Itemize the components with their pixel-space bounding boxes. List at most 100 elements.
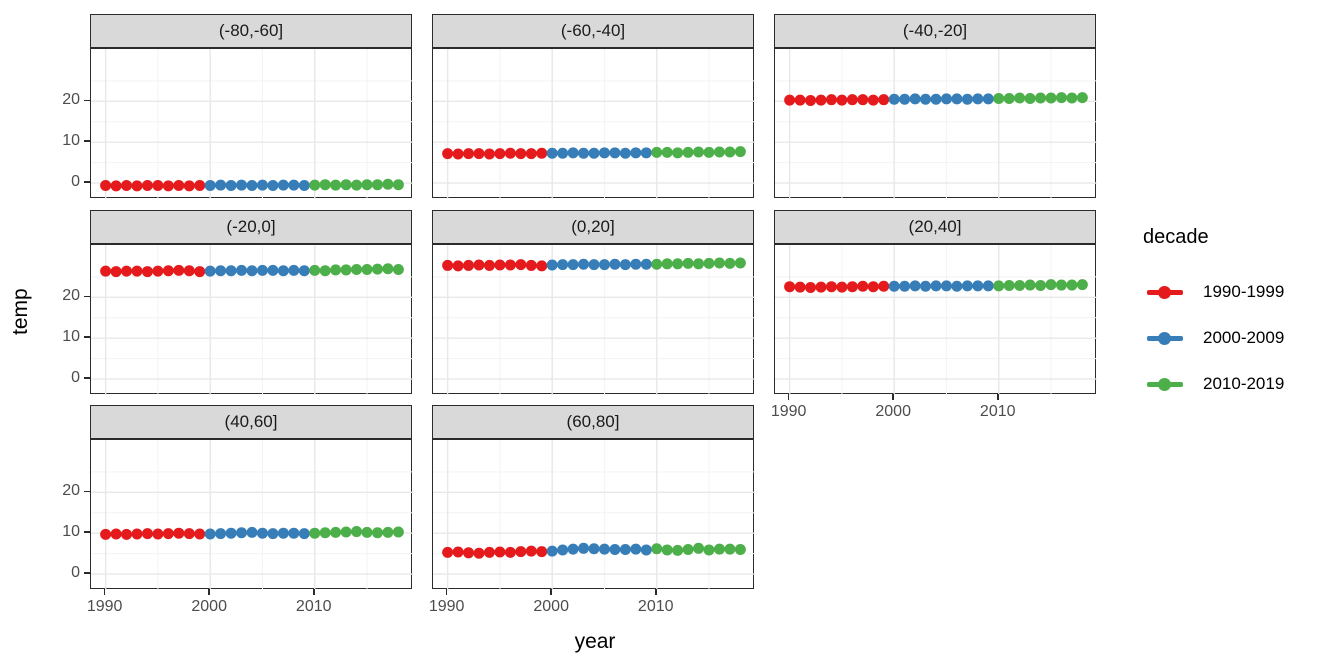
data-point: [609, 544, 621, 556]
data-point: [256, 264, 268, 276]
data-point: [340, 526, 352, 538]
data-point: [309, 179, 321, 191]
data-point: [131, 528, 143, 540]
data-point: [672, 147, 684, 159]
data-point: [494, 546, 506, 558]
data-point: [382, 263, 394, 275]
data-point: [504, 546, 516, 558]
data-point: [993, 92, 1005, 104]
y-tick-mark: [84, 572, 90, 574]
data-point: [825, 281, 837, 293]
facet-strip: (20,40]: [774, 210, 1096, 244]
x-tick-mark: [654, 589, 657, 595]
data-point: [640, 258, 652, 270]
data-point: [183, 528, 195, 540]
data-point: [815, 94, 827, 106]
data-point: [463, 547, 475, 559]
data-point: [619, 259, 631, 271]
data-point: [330, 264, 342, 276]
data-point: [578, 542, 590, 554]
data-point: [162, 528, 174, 540]
facet-panel: [90, 244, 413, 395]
data-point: [204, 265, 216, 277]
y-tick-mark: [84, 181, 90, 183]
data-point: [515, 148, 527, 160]
data-point: [361, 526, 373, 538]
data-point: [121, 180, 133, 192]
data-point: [588, 543, 600, 555]
data-point: [162, 180, 174, 192]
data-point: [598, 147, 610, 159]
y-tick-label: 20: [62, 482, 80, 500]
data-point: [340, 264, 352, 276]
data-point: [382, 178, 394, 190]
data-point: [734, 146, 746, 158]
data-point: [619, 147, 631, 159]
data-point: [909, 93, 921, 105]
data-point: [1035, 92, 1047, 104]
data-point: [392, 179, 404, 191]
data-point: [661, 258, 673, 270]
data-point: [110, 180, 122, 192]
data-point: [578, 147, 590, 159]
data-point: [141, 180, 153, 192]
data-point: [525, 148, 537, 160]
data-point: [288, 264, 300, 276]
legend-item: 2010-2019: [1147, 361, 1343, 407]
data-point: [878, 94, 890, 106]
x-tick-label: 2000: [533, 598, 569, 615]
data-point: [630, 258, 642, 270]
data-point: [1045, 279, 1057, 291]
data-point: [609, 258, 621, 270]
data-point: [351, 264, 363, 276]
data-point: [183, 180, 195, 192]
data-point: [693, 258, 705, 270]
facet-strip-label: (-40,-20]: [902, 21, 968, 40]
data-point: [920, 280, 932, 292]
data-point: [330, 526, 342, 538]
data-point: [121, 265, 133, 277]
data-point: [452, 148, 464, 160]
data-point: [805, 282, 817, 294]
legend-items: 1990-1999 2000-2009 2010-2019: [1143, 269, 1343, 407]
x-tick-label: 2000: [875, 403, 911, 420]
x-tick-label: 1990: [770, 403, 807, 420]
data-point: [225, 180, 237, 192]
x-tick-mark: [103, 589, 106, 595]
data-point: [309, 527, 321, 539]
facet-plot-area: [433, 245, 755, 395]
data-point: [194, 266, 206, 278]
data-point: [215, 528, 227, 540]
data-point: [442, 546, 454, 558]
facet-strip-label: (0,20]: [571, 217, 615, 236]
data-point: [846, 94, 858, 106]
facet-strip: (-40,-20]: [774, 14, 1096, 48]
x-tick-mark: [787, 394, 790, 400]
data-point: [651, 543, 663, 555]
data-point: [473, 148, 485, 160]
data-point: [361, 264, 373, 276]
y-tick-label: 10: [62, 132, 80, 150]
data-point: [546, 147, 558, 159]
data-point: [110, 266, 122, 278]
data-point: [909, 280, 921, 292]
data-point: [878, 280, 890, 292]
data-point: [141, 266, 153, 278]
y-tick-label: 0: [71, 173, 80, 191]
data-point: [152, 265, 164, 277]
facet-panel: [432, 48, 755, 199]
data-point: [651, 258, 663, 270]
data-point: [340, 179, 352, 191]
data-point: [288, 179, 300, 191]
data-point: [557, 544, 569, 556]
data-point: [972, 93, 984, 105]
legend-item: 2000-2009: [1147, 315, 1343, 361]
data-point: [494, 259, 506, 271]
data-point: [463, 148, 475, 160]
data-point: [567, 543, 579, 555]
facet-panel: [90, 48, 413, 199]
x-tick-mark: [996, 394, 999, 400]
data-point: [463, 259, 475, 271]
data-point: [546, 259, 558, 271]
